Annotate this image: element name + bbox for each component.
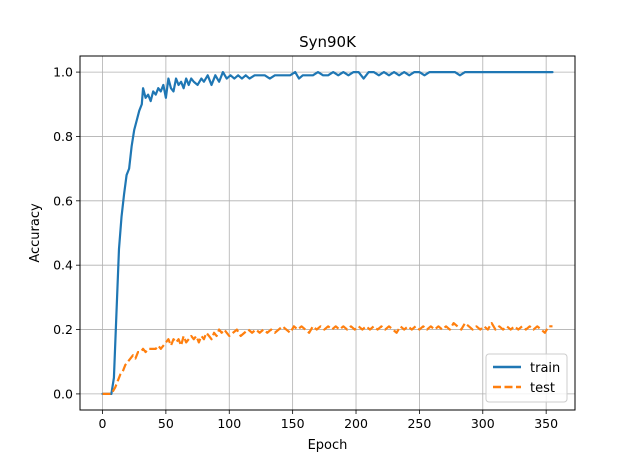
series-line-test — [102, 322, 553, 396]
x-tick-label: 300 — [471, 416, 495, 431]
y-axis-label: Accuracy — [28, 203, 43, 263]
chart-title: Syn90K — [299, 33, 357, 51]
legend-label-test: test — [530, 381, 555, 396]
series-line-train — [101, 70, 554, 396]
plot-frame — [79, 55, 576, 411]
x-tick-label: 250 — [407, 416, 431, 431]
x-axis-label: Epoch — [308, 438, 348, 453]
y-tick-label: 0.6 — [53, 193, 73, 208]
legend-label-train: train — [530, 361, 560, 376]
y-tick-label: 0.8 — [53, 129, 73, 144]
y-tick-label: 0.0 — [53, 386, 73, 401]
x-tick-label: 150 — [281, 416, 305, 431]
y-tick-label: 0.2 — [53, 322, 73, 337]
axis-ticks: 0 50 100 150 200 250 300 350 0.0 0.2 0.4 0.6 0.8 1.0 — [53, 65, 558, 431]
y-tick-label: 1.0 — [53, 65, 73, 80]
x-tick-label: 0 — [99, 416, 107, 431]
x-tick-label: 350 — [534, 416, 558, 431]
y-tick-label: 0.4 — [53, 258, 73, 273]
x-tick-label: 50 — [158, 416, 174, 431]
series-lines — [101, 70, 554, 396]
x-tick-label: 100 — [217, 416, 241, 431]
legend: train test — [485, 353, 568, 403]
x-tick-label: 200 — [344, 416, 368, 431]
